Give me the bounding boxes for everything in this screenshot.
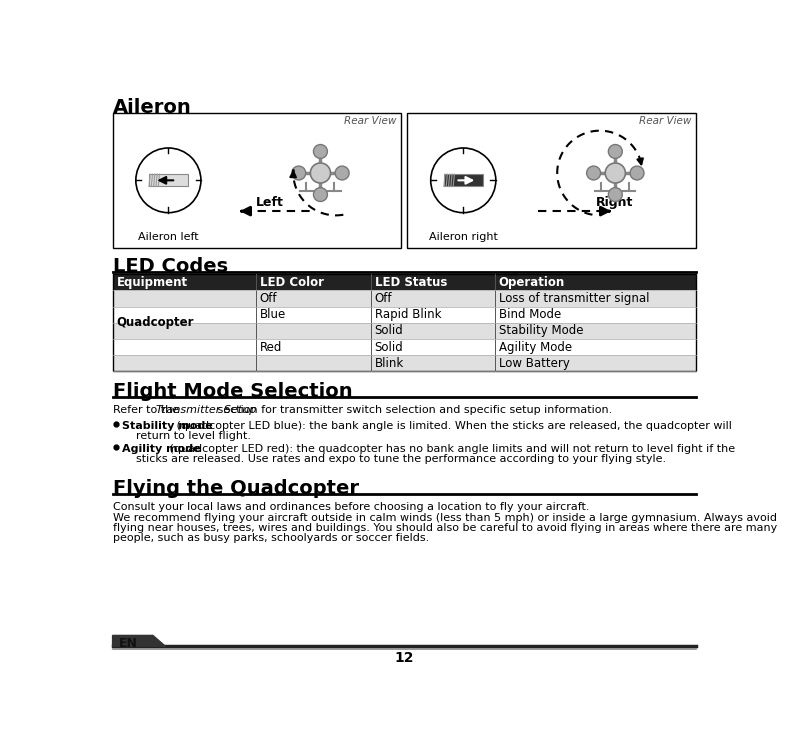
Text: Rapid Blink: Rapid Blink: [375, 308, 441, 321]
Text: Blue: Blue: [260, 308, 286, 321]
Circle shape: [630, 166, 644, 180]
Text: Stability mode: Stability mode: [122, 420, 212, 431]
Circle shape: [292, 166, 305, 180]
FancyBboxPatch shape: [407, 114, 696, 248]
FancyBboxPatch shape: [444, 174, 483, 186]
Circle shape: [310, 163, 331, 183]
Circle shape: [608, 188, 623, 202]
Text: flying near houses, trees, wires and buildings. You should also be careful to av: flying near houses, trees, wires and bui…: [113, 523, 777, 533]
Circle shape: [608, 144, 623, 159]
Circle shape: [335, 166, 349, 180]
Text: return to level flight.: return to level flight.: [122, 431, 251, 441]
Text: (quadcopter LED red): the quadcopter has no bank angle limits and will not retur: (quadcopter LED red): the quadcopter has…: [166, 444, 735, 453]
Text: Bind Mode: Bind Mode: [499, 308, 561, 321]
Circle shape: [313, 144, 327, 159]
Text: Off: Off: [375, 292, 392, 305]
Text: Quadcopter: Quadcopter: [117, 317, 194, 329]
Text: Off: Off: [260, 292, 277, 305]
Text: Right: Right: [596, 196, 634, 209]
FancyBboxPatch shape: [113, 323, 696, 339]
Text: Stability Mode: Stability Mode: [499, 324, 583, 338]
Text: EN: EN: [119, 637, 137, 650]
Text: section for transmitter switch selection and specific setup information.: section for transmitter switch selection…: [214, 405, 612, 415]
Text: 12: 12: [394, 650, 414, 665]
Polygon shape: [113, 635, 165, 646]
Circle shape: [605, 163, 626, 183]
Text: LED Codes: LED Codes: [113, 257, 228, 276]
Text: Flying the Quadcopter: Flying the Quadcopter: [113, 479, 358, 498]
Text: Refer to the: Refer to the: [113, 405, 182, 415]
Text: Solid: Solid: [375, 324, 403, 338]
Text: Blink: Blink: [375, 356, 404, 370]
Text: Aileron right: Aileron right: [429, 232, 498, 242]
FancyBboxPatch shape: [113, 114, 402, 248]
FancyBboxPatch shape: [113, 274, 696, 290]
Text: (quadcopter LED blue): the bank angle is limited. When the sticks are released, : (quadcopter LED blue): the bank angle is…: [173, 420, 731, 431]
FancyBboxPatch shape: [113, 339, 696, 355]
Text: people, such as busy parks, schoolyards or soccer fields.: people, such as busy parks, schoolyards …: [113, 533, 429, 543]
Text: We recommend flying your aircraft outside in calm winds (less than 5 mph) or ins: We recommend flying your aircraft outsid…: [113, 513, 776, 523]
Text: Left: Left: [256, 196, 284, 209]
Text: Rear View: Rear View: [639, 117, 691, 126]
FancyBboxPatch shape: [113, 290, 696, 307]
Text: Agility mode: Agility mode: [122, 444, 200, 453]
Text: Consult your local laws and ordinances before choosing a location to fly your ai: Consult your local laws and ordinances b…: [113, 502, 589, 512]
Text: Loss of transmitter signal: Loss of transmitter signal: [499, 292, 649, 305]
Text: Aileron left: Aileron left: [138, 232, 199, 242]
Text: sticks are released. Use rates and expo to tune the performance according to you: sticks are released. Use rates and expo …: [122, 453, 666, 464]
Text: Flight Mode Selection: Flight Mode Selection: [113, 382, 352, 401]
Text: Agility Mode: Agility Mode: [499, 341, 572, 353]
Text: LED Status: LED Status: [375, 276, 447, 289]
Text: Operation: Operation: [499, 276, 565, 289]
FancyBboxPatch shape: [113, 307, 696, 323]
FancyBboxPatch shape: [149, 174, 188, 186]
Text: Red: Red: [260, 341, 282, 353]
FancyBboxPatch shape: [113, 355, 696, 371]
Text: Solid: Solid: [375, 341, 403, 353]
Text: LED Color: LED Color: [260, 276, 323, 289]
Text: Transmitter Setup: Transmitter Setup: [156, 405, 256, 415]
Circle shape: [313, 188, 327, 202]
Text: Low Battery: Low Battery: [499, 356, 570, 370]
Text: Aileron: Aileron: [113, 98, 191, 117]
Circle shape: [587, 166, 600, 180]
Text: Rear View: Rear View: [344, 117, 397, 126]
Text: Equipment: Equipment: [117, 276, 188, 289]
